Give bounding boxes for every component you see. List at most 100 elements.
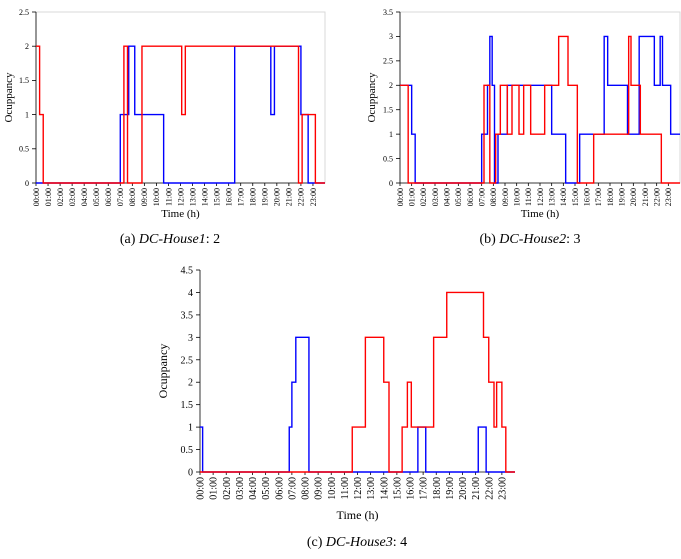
y-tick-label: 1.5 xyxy=(181,400,194,411)
caption-name: DC-House3 xyxy=(325,535,393,550)
x-tick-label: 14:00 xyxy=(379,477,390,500)
x-tick-label: 10:00 xyxy=(327,477,338,500)
x-tick-label: 15:00 xyxy=(571,188,580,206)
x-tick-label: 14:00 xyxy=(200,188,209,206)
x-tick-label: 19:00 xyxy=(261,188,270,206)
x-tick-label: 21:00 xyxy=(641,188,650,206)
y-tick-label: 0.5 xyxy=(181,445,194,456)
caption-value: : 3 xyxy=(566,232,580,247)
x-tick-label: 04:00 xyxy=(80,188,89,206)
occupancy-line xyxy=(36,45,325,184)
x-tick-label: 08:00 xyxy=(489,188,498,206)
x-tick-label: 11:00 xyxy=(524,188,533,206)
y-tick-label: 1 xyxy=(25,110,29,119)
y-axis-title: Ocuppancy xyxy=(156,344,170,399)
y-tick-label: 0 xyxy=(389,179,393,188)
x-tick-label: 16:00 xyxy=(224,188,233,206)
caption: (b) DC-House2: 3 xyxy=(479,232,580,247)
x-tick-label: 03:00 xyxy=(235,477,246,500)
x-tick-label: 00:00 xyxy=(396,188,405,206)
occupancy-line xyxy=(36,45,325,184)
y-tick-label: 0 xyxy=(25,179,29,188)
x-tick-label: 18:00 xyxy=(606,188,615,206)
x-tick-label: 17:00 xyxy=(419,477,430,500)
y-tick-label: 2 xyxy=(25,42,29,51)
chart: 0 0.5 1 1.5 2 2.5 00:00 01:00 02:00 03:00 04:00 05:… xyxy=(3,8,326,247)
occupancy-line xyxy=(200,291,515,473)
x-tick-label: 19:00 xyxy=(617,188,626,206)
x-tick-label: 05:00 xyxy=(261,477,272,500)
x-tick-label: 14:00 xyxy=(559,188,568,206)
x-tick-label: 07:00 xyxy=(477,188,486,206)
y-tick-label: 4 xyxy=(188,288,193,299)
x-tick-label: 13:00 xyxy=(547,188,556,206)
x-tick-label: 09:00 xyxy=(314,477,325,500)
x-tick-label: 05:00 xyxy=(454,188,463,206)
plot-frame xyxy=(35,11,326,184)
caption-label: (c) xyxy=(307,535,323,550)
x-tick-label: 09:00 xyxy=(501,188,510,206)
x-tick-label: 02:00 xyxy=(419,188,428,206)
y-tick-label: 0 xyxy=(188,468,193,479)
x-tick-label: 10:00 xyxy=(512,188,521,206)
x-tick-label: 18:00 xyxy=(249,188,258,206)
x-tick-label: 04:00 xyxy=(248,477,259,500)
x-tick-label: 05:00 xyxy=(92,188,101,206)
x-tick-label: 01:00 xyxy=(407,188,416,206)
y-tick-label: 0.5 xyxy=(19,145,29,154)
x-tick-label: 08:00 xyxy=(301,477,312,500)
x-tick-label: 06:00 xyxy=(104,188,113,206)
y-tick-label: 1 xyxy=(188,423,193,434)
x-tick-label: 00:00 xyxy=(32,188,41,206)
caption-value: : 4 xyxy=(393,535,407,550)
x-tick-label: 23:00 xyxy=(664,188,673,206)
caption: (a) DC-House1: 2 xyxy=(120,232,220,247)
x-tick-label: 09:00 xyxy=(140,188,149,206)
plot-frame xyxy=(399,11,681,184)
x-tick-label: 16:00 xyxy=(406,477,417,500)
x-tick-label: 11:00 xyxy=(164,188,173,206)
caption-label: (b) xyxy=(479,232,496,247)
x-axis-title: Time (h) xyxy=(521,208,560,220)
x-tick-label: 07:00 xyxy=(116,188,125,206)
x-tick-label: 13:00 xyxy=(366,477,377,500)
y-tick-label: 3.5 xyxy=(383,8,393,17)
x-tick-label: 12:00 xyxy=(536,188,545,206)
x-tick-label: 22:00 xyxy=(297,188,306,206)
y-tick-label: 3 xyxy=(188,333,193,344)
x-tick-label: 10:00 xyxy=(152,188,161,206)
x-tick-label: 15:00 xyxy=(212,188,221,206)
y-tick-label: 0.5 xyxy=(383,154,393,163)
x-tick-label: 03:00 xyxy=(431,188,440,206)
y-axis-title: Ocuppancy xyxy=(366,72,378,123)
x-tick-label: 06:00 xyxy=(466,188,475,206)
x-tick-label: 16:00 xyxy=(582,188,591,206)
x-tick-label: 17:00 xyxy=(237,188,246,206)
x-axis-title: Time (h) xyxy=(161,208,200,220)
x-tick-label: 08:00 xyxy=(128,188,137,206)
chart: 0 0.5 1 1.5 2 2.5 3 3.5 00:00 01:00 02:00 03:00 04:0… xyxy=(366,8,681,247)
x-tick-label: 12:00 xyxy=(353,477,364,500)
y-tick-label: 2.5 xyxy=(383,57,393,66)
caption-value: : 2 xyxy=(206,232,220,247)
x-tick-label: 23:00 xyxy=(497,477,508,500)
y-tick-label: 3.5 xyxy=(181,310,194,321)
x-tick-label: 02:00 xyxy=(222,477,233,500)
y-axis-title: Ocuppancy xyxy=(3,72,15,123)
y-tick-label: 4.5 xyxy=(181,266,194,277)
caption-label: (a) xyxy=(120,232,136,247)
x-tick-label: 06:00 xyxy=(274,477,285,500)
y-tick-label: 1.5 xyxy=(19,76,29,85)
x-tick-label: 11:00 xyxy=(340,477,351,499)
caption-name: DC-House1 xyxy=(138,232,206,247)
x-tick-label: 20:00 xyxy=(273,188,282,206)
y-tick-label: 2.5 xyxy=(181,355,194,366)
x-tick-label: 12:00 xyxy=(176,188,185,206)
x-tick-label: 20:00 xyxy=(458,477,469,500)
y-tick-label: 1.5 xyxy=(383,106,393,115)
occupancy-line xyxy=(200,336,515,473)
x-tick-label: 13:00 xyxy=(188,188,197,206)
y-tick-label: 3 xyxy=(389,32,393,41)
x-tick-label: 01:00 xyxy=(44,188,53,206)
